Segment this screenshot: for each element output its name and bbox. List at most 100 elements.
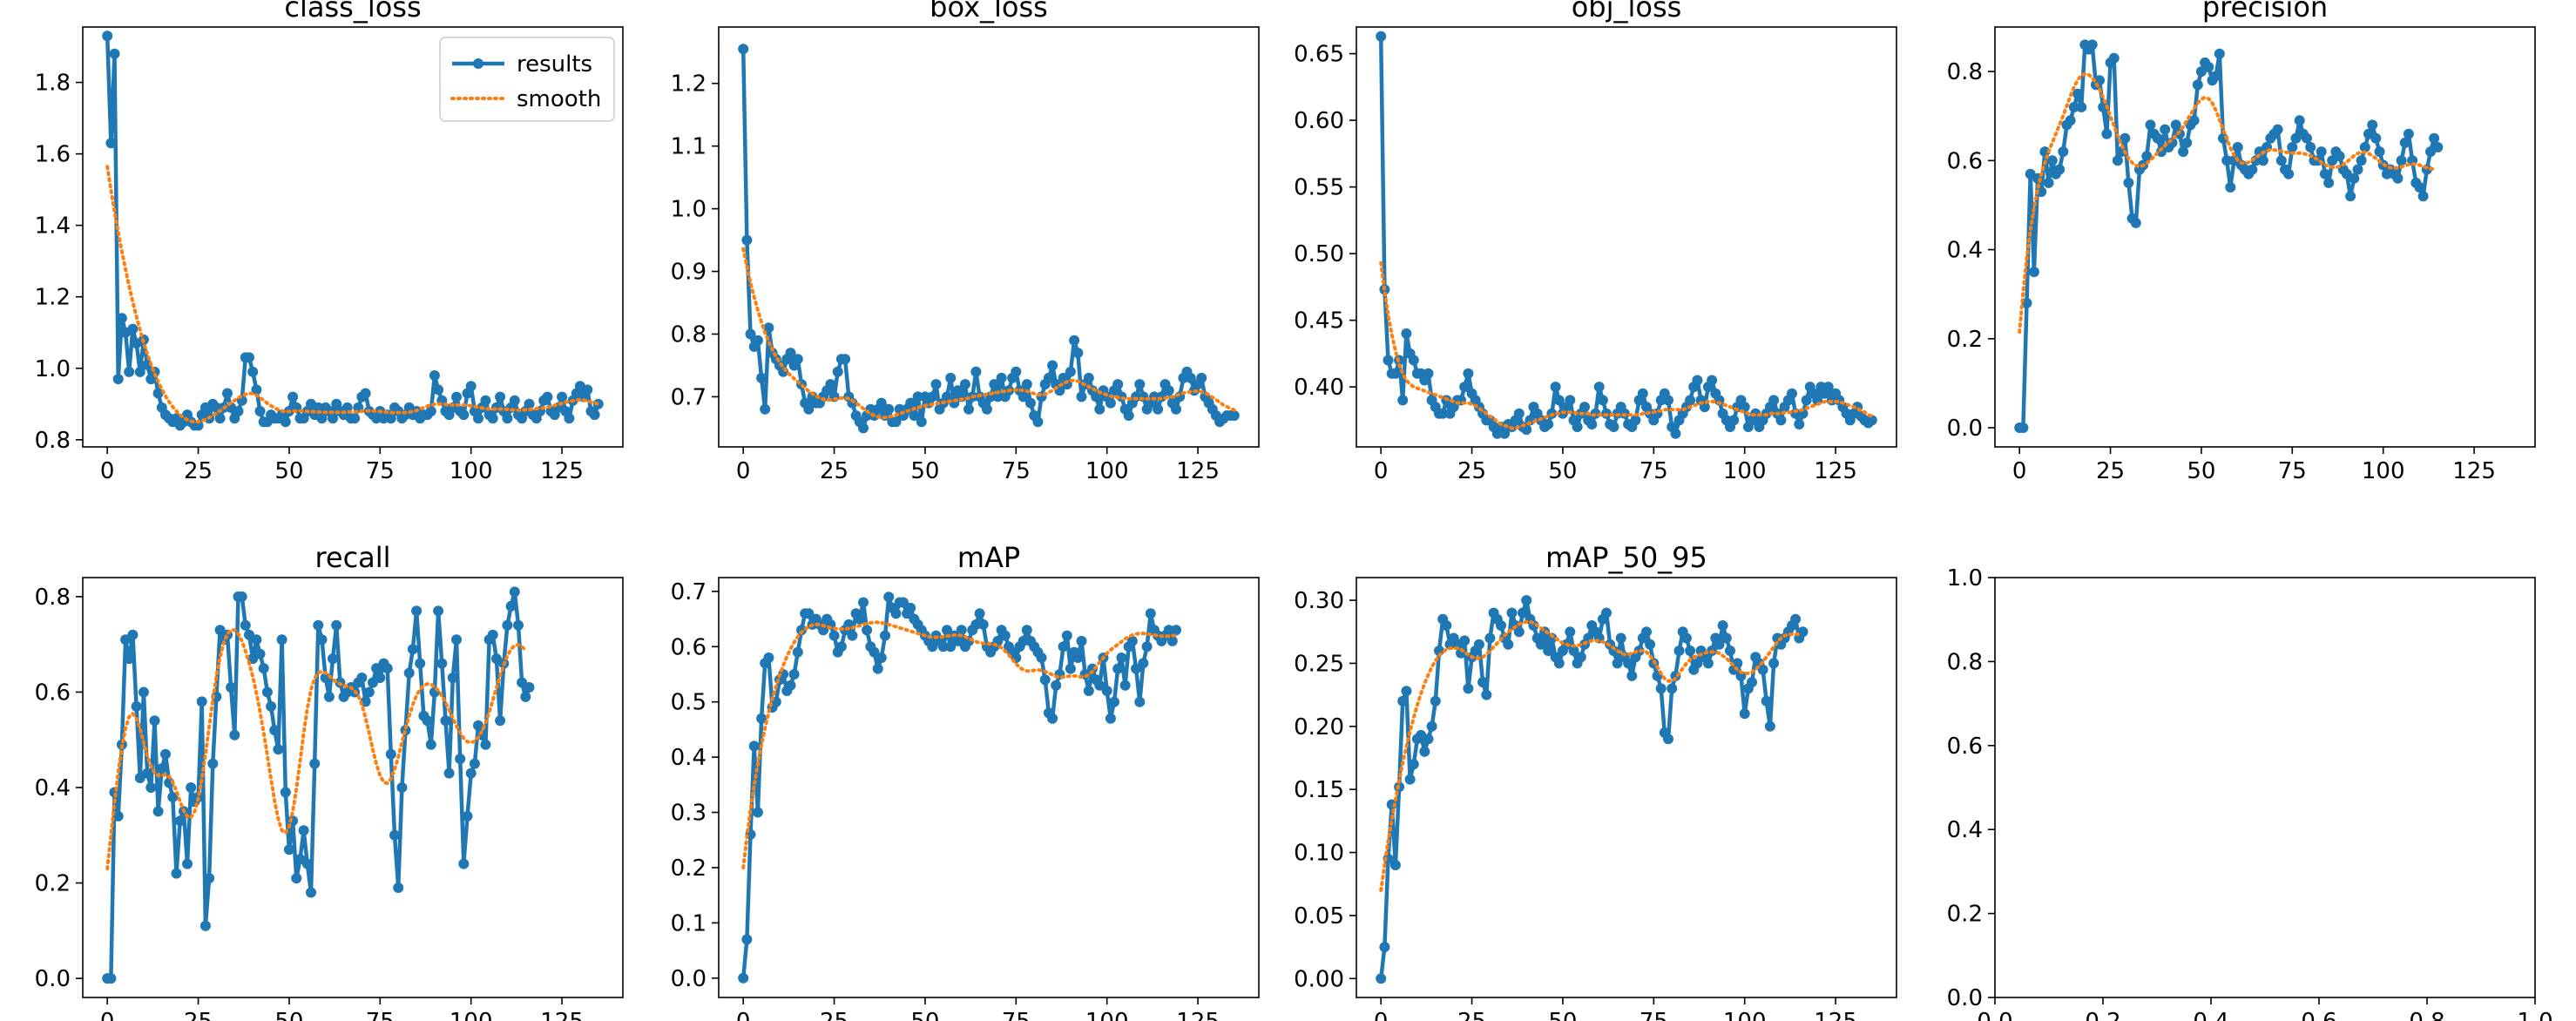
map-50-95-results-point [1484,632,1496,644]
box-loss-results-point [992,391,1004,402]
precision-results-point [2283,168,2295,179]
map-results-point [937,641,949,652]
map-50-95-results-point [1481,689,1492,700]
box-loss-results-point [1021,379,1032,390]
class-loss-results-point [564,413,575,424]
recall-results-point [505,600,517,612]
box-loss-x-tick-label: 0 [736,458,751,484]
class-loss-results-point [524,398,535,409]
map-50-95-y-tick-label: 0.30 [1294,588,1344,614]
legend-results-marker [473,58,483,69]
box-loss-results-point [1069,335,1080,346]
recall-results-point [513,619,524,631]
class-loss-x-tick-label: 50 [274,458,303,484]
obj-loss-results-point [1663,395,1673,406]
class-loss-results-point [425,406,436,416]
map-50-95-results-point [1565,626,1576,638]
recall-results-point [385,748,396,760]
obj-loss-results-point [1550,382,1561,393]
map-50-95-results-point [1626,670,1638,681]
map-50-95-results-point [1553,658,1565,669]
class-loss-results-point [502,413,513,424]
map-x-tick-label: 100 [1085,1009,1129,1021]
recall-results-point [207,758,219,769]
precision-results-point [2257,155,2268,166]
precision-results-point [2178,146,2189,158]
map-50-95-x-tick-label: 75 [1640,1009,1668,1021]
recall-results-point [291,873,302,884]
recall-results-point [280,787,291,798]
legend: results smooth [439,37,615,122]
box-loss-y-tick-label: 1.2 [671,71,707,98]
map-50-95-results-point [1757,664,1768,675]
box-loss-results-point [1196,372,1207,383]
precision-results-point [2192,79,2203,91]
box-loss-results-point [989,379,1000,390]
obj-loss-results-point [1630,415,1641,426]
map-50-95-x-tick-label: 50 [1548,1009,1577,1021]
recall-results-point [251,634,262,646]
map-results-point [1112,663,1124,674]
box-loss-results-point [1091,391,1102,402]
class-loss-results-point [451,391,462,402]
recall-results-point [204,873,215,884]
recall-results-point [407,644,418,655]
precision-results-point [2403,128,2414,139]
obj-loss-smooth-line [1379,260,1874,430]
obj-loss-axes-frame [1356,26,1897,448]
precision-results-point [2036,186,2047,198]
recall-x-tick-label: 25 [184,1009,213,1021]
obj-loss-x-tick-label: 50 [1548,458,1577,484]
map-50-95-results-point [1477,677,1489,688]
map-y-tick-label: 0.2 [671,855,707,882]
obj-loss-y-tick-label: 0.40 [1294,375,1344,401]
map-50-95-results-point [1615,632,1626,644]
obj-loss-results-point [1822,382,1834,393]
class-loss-results-point [214,413,226,424]
class-loss-y-tick-label: 1.4 [35,213,71,240]
map-results-point [1051,680,1062,691]
class-loss-results-point [557,391,568,402]
empty-panel-x-tick-label: 0.8 [2409,1009,2444,1021]
precision-results-point [2123,177,2134,188]
map-results-line [740,594,1179,979]
map-plot-area [738,592,1181,984]
precision-results-point [2334,151,2345,162]
map-y-tick-label: 0.0 [671,966,707,992]
empty-panel-x-tick-label: 0.6 [2301,1009,2336,1021]
class-loss-results-point [487,413,498,424]
box-loss-results-point [890,416,902,428]
recall-panel: recall 0 25 50 75 100 125 0.0 0.2 0.4 0.6 0.8 [35,541,624,1021]
precision-results-point [2414,182,2425,193]
obj-loss-results-point [1408,355,1419,366]
map-50-95-results-point [1575,652,1586,663]
precision-results-point [2374,146,2385,158]
map-results-point [945,641,957,652]
precision-results-point [2072,88,2083,99]
map-50-95-x-tick-label: 100 [1723,1009,1767,1021]
precision-results-point [2076,102,2087,112]
box-loss-results-point [1072,348,1084,359]
map-50-95-results-point [1426,720,1437,732]
precision-results-point [2417,191,2429,202]
map-results-point [999,630,1011,641]
precision-results-point [2112,155,2123,166]
map-panel: mAP 0 25 50 75 100 125 0.0 0.1 0.2 0.3 0.4 0.5 0.6 0.7 [671,541,1260,1021]
obj-loss-results-point [1543,419,1554,429]
class-loss-panel: class_loss 0 25 50 75 100 125 0.8 1.0 1.2 1.4 1.6 1.… [35,0,624,484]
map-50-95-results-point [1543,646,1554,656]
class-loss-results-point [254,406,266,416]
recall-results-point [258,663,269,674]
map-50-95-results-point [1521,595,1532,606]
map-50-95-results-point [1404,774,1416,785]
class-loss-results-point [542,391,553,402]
map-results-point [1072,652,1084,663]
obj-loss-x-tick-label: 0 [1374,458,1389,484]
map-50-95-results-point [1430,695,1441,707]
empty-panel-y-tick-label: 0.0 [1947,985,1983,1011]
legend-results-label: results [517,51,592,78]
recall-results-point [382,663,393,674]
map-50-95-results-point [1663,734,1673,745]
box-loss-results-point [1025,397,1036,409]
empty-panel-y-tick-label: 0.4 [1947,817,1983,843]
